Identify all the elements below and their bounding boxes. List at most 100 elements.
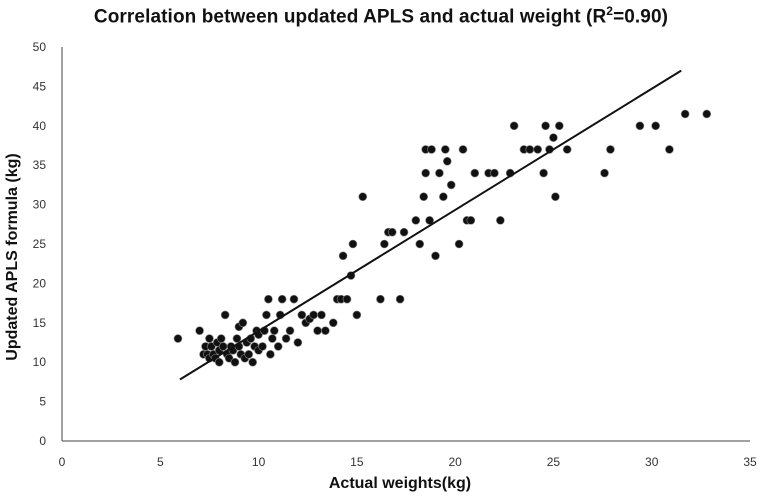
tick-labels: 0 5 10 15 20 25 30 35 40 45 50 0 5 10 15 20 25 30 35 xyxy=(33,40,757,469)
data-point xyxy=(435,168,444,178)
data-point xyxy=(230,357,240,367)
data-point xyxy=(490,168,499,178)
data-point xyxy=(555,121,564,131)
data-point xyxy=(458,145,468,154)
data-point xyxy=(216,334,226,343)
trendline xyxy=(179,69,682,381)
data-point xyxy=(380,239,389,249)
y-tick-label: 10 xyxy=(33,355,47,369)
data-point xyxy=(415,239,425,249)
data-point xyxy=(454,239,464,249)
data-point xyxy=(297,310,307,320)
data-point xyxy=(224,353,234,363)
x-tick-label: 30 xyxy=(645,455,659,469)
data-point xyxy=(232,334,242,343)
data-point xyxy=(549,133,558,142)
data-point xyxy=(266,350,275,359)
data-point xyxy=(425,216,434,225)
data-point xyxy=(258,342,267,351)
data-point xyxy=(419,192,428,202)
x-tick-label: 15 xyxy=(350,455,364,469)
data-point xyxy=(328,318,338,328)
data-point xyxy=(651,121,660,131)
x-tick-label: 20 xyxy=(448,455,462,469)
y-tick-label: 5 xyxy=(39,395,46,409)
scatter-plot: 0 5 10 15 20 25 30 35 40 45 50 0 5 10 15 20 25 30 35 xyxy=(33,40,757,469)
chart-title-end: =0.90) xyxy=(613,6,669,28)
data-point xyxy=(702,109,712,119)
data-point xyxy=(358,192,368,202)
y-tick-label: 30 xyxy=(33,198,47,212)
axes xyxy=(61,47,750,442)
data-point xyxy=(496,216,505,225)
y-tick-label: 0 xyxy=(39,434,46,448)
data-point xyxy=(387,227,397,237)
x-tick-label: 35 xyxy=(743,455,757,469)
y-tick-label: 15 xyxy=(33,316,47,330)
data-point xyxy=(313,326,322,335)
data-point xyxy=(317,310,326,320)
data-point xyxy=(281,334,291,343)
data-point xyxy=(268,334,277,343)
x-tick-label: 5 xyxy=(157,455,164,469)
data-point xyxy=(411,216,421,225)
data-point xyxy=(277,294,287,304)
data-points xyxy=(173,109,712,367)
data-point xyxy=(562,145,572,154)
data-point xyxy=(244,350,254,359)
data-point xyxy=(338,251,348,261)
data-point xyxy=(285,326,295,335)
data-point xyxy=(539,168,548,178)
data-point xyxy=(525,145,535,154)
x-axis-label: Actual weights(kg) xyxy=(328,475,472,492)
data-point xyxy=(348,239,358,249)
data-point xyxy=(600,168,609,178)
data-point xyxy=(442,156,452,166)
data-point xyxy=(399,227,409,237)
data-point xyxy=(205,334,214,343)
y-tick-label: 35 xyxy=(33,158,47,172)
data-point xyxy=(273,342,283,351)
y-tick-label: 25 xyxy=(33,237,47,251)
data-point xyxy=(238,318,248,328)
data-point xyxy=(431,251,440,261)
data-point xyxy=(551,192,560,202)
data-point xyxy=(446,180,456,190)
data-point xyxy=(427,145,436,154)
trendline-group xyxy=(179,69,682,381)
data-point xyxy=(421,168,430,178)
data-point xyxy=(342,294,352,304)
data-point xyxy=(269,326,279,335)
data-point xyxy=(293,338,303,347)
data-point xyxy=(439,192,448,202)
data-point xyxy=(606,145,615,154)
data-point xyxy=(289,294,299,304)
chart-title-main: Correlation between updated APLS and act… xyxy=(93,6,607,28)
data-point xyxy=(309,310,318,320)
chart-title-superscript: 2 xyxy=(606,4,614,18)
data-point xyxy=(248,357,257,367)
data-point xyxy=(264,294,273,304)
data-point xyxy=(173,334,183,343)
data-point xyxy=(509,121,519,131)
data-point xyxy=(220,310,230,320)
chart-title: Correlation between updated APLS and act… xyxy=(0,4,762,28)
data-point xyxy=(635,121,645,131)
x-tick-label: 10 xyxy=(252,455,266,469)
y-tick-label: 20 xyxy=(33,276,47,290)
data-point xyxy=(321,326,330,335)
data-point xyxy=(195,326,204,335)
data-point xyxy=(376,294,385,304)
data-point xyxy=(541,121,550,131)
data-point xyxy=(395,294,405,304)
data-point xyxy=(207,342,216,351)
data-point xyxy=(466,216,476,225)
data-point xyxy=(218,342,228,351)
data-point xyxy=(262,310,271,320)
data-point xyxy=(680,109,690,119)
data-point xyxy=(441,145,450,154)
data-point xyxy=(352,310,362,320)
y-tick-label: 45 xyxy=(33,79,47,93)
data-point xyxy=(470,168,480,178)
data-point xyxy=(214,357,224,367)
